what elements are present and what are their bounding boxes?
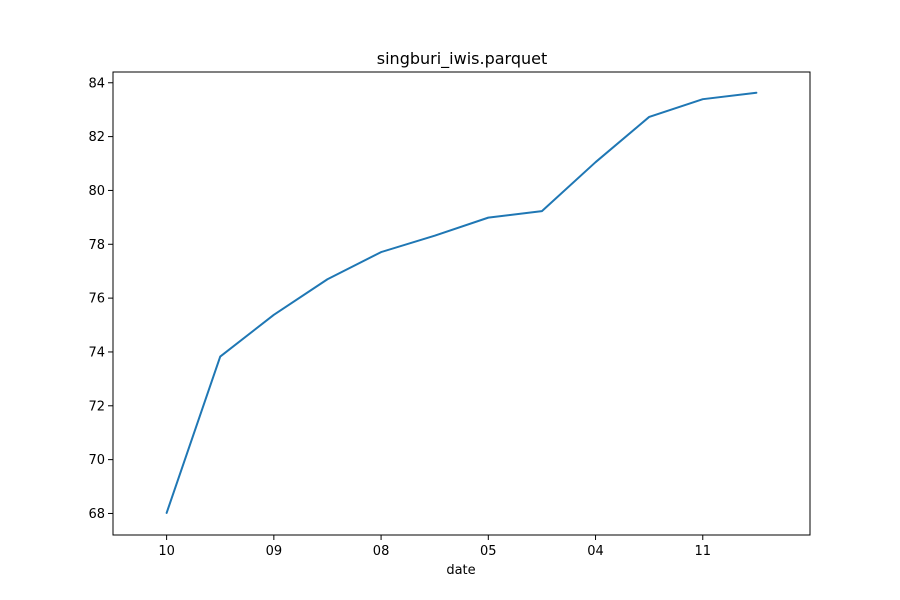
plot-frame <box>112 71 811 536</box>
y-tick-label: 74 <box>88 345 105 360</box>
y-tick-label: 78 <box>88 238 105 253</box>
x-tick-label: 11 <box>694 544 711 559</box>
y-tick-label: 70 <box>88 453 105 468</box>
x-tick-label: 09 <box>266 544 283 559</box>
x-tick-label: 05 <box>480 544 497 559</box>
x-axis-label: date <box>446 563 475 578</box>
chart-title: singburi_iwis.parquet <box>377 49 547 69</box>
x-tick-label: 10 <box>158 544 175 559</box>
y-tick-label: 72 <box>88 399 105 414</box>
series-line <box>165 91 758 514</box>
y-tick-label: 84 <box>88 76 105 91</box>
series-group <box>165 91 758 514</box>
y-tick-label: 76 <box>88 292 105 307</box>
x-tick-label: 04 <box>587 544 604 559</box>
x-tick-label: 08 <box>373 544 390 559</box>
y-tick-label: 82 <box>88 130 105 145</box>
y-tick-label: 80 <box>88 184 105 199</box>
y-tick-label: 68 <box>88 507 105 522</box>
x-axis: 10 09 08 05 04 11 <box>158 535 711 559</box>
y-axis: 68 70 72 74 76 78 80 82 84 <box>88 76 113 522</box>
